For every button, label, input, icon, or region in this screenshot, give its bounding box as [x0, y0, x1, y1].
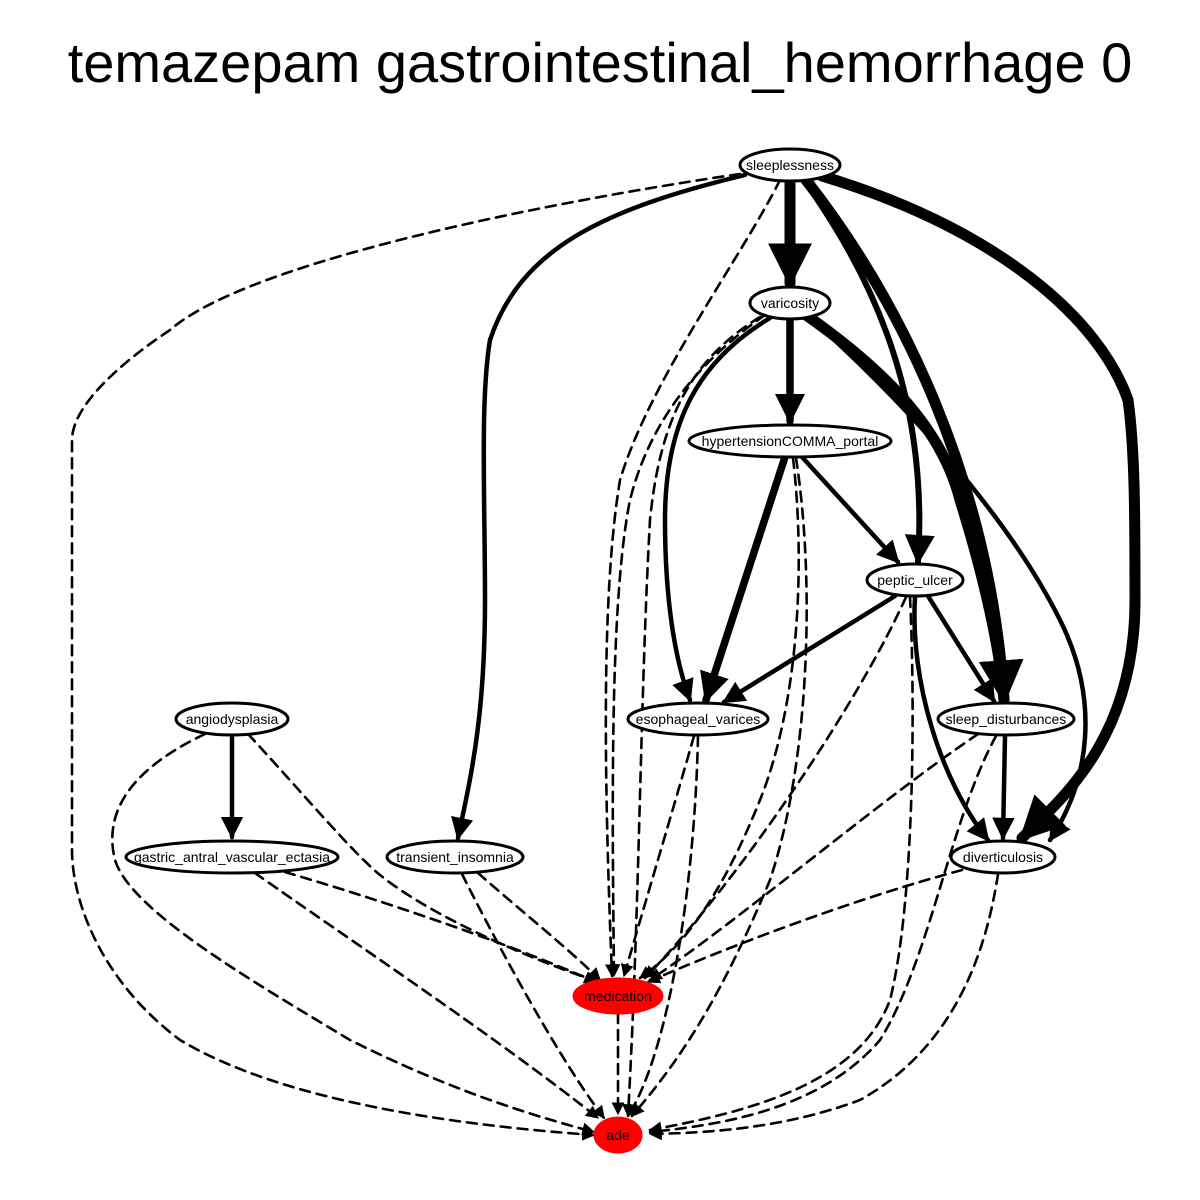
edge-varicosity-to-esophageal-varices: [662, 315, 773, 703]
node-gastric-antral-vascular-ectasia[interactable]: gastric_antral_vascular_ectasia: [124, 839, 340, 875]
edge-diverticulosis-to-medication: [646, 868, 964, 984]
edge-hypertension-portal-to-peptic-ulcer: [799, 454, 901, 565]
edge-varicosity-to-sleep-disturbances: [800, 309, 1023, 706]
node-esophageal-varices[interactable]: esophageal_varices: [626, 701, 770, 737]
edge-sleeplessness-to-medication: [604, 178, 782, 978]
node-shape: [748, 285, 832, 321]
node-label: transient_insomnia: [396, 849, 514, 865]
node-label: diverticulosis: [963, 849, 1043, 865]
edge-gastric-antral-vascular-ectasia-to-ade: [253, 871, 600, 1120]
node-label: varicosity: [761, 295, 819, 311]
edge-diverticulosis-to-ade: [648, 872, 1000, 1141]
node-label: sleep_disturbances: [946, 711, 1067, 727]
node-label: ade: [606, 1127, 630, 1143]
edges-layer: [70, 170, 1141, 1141]
edge-sleep-disturbances-to-diverticulosis: [992, 733, 1015, 841]
edge-peptic-ulcer-to-diverticulosis: [912, 594, 991, 843]
edge-hypertension-portal-to-ade: [630, 456, 808, 1118]
edge-varicosity-to-medication: [607, 313, 767, 978]
edge-esophageal-varices-to-medication: [620, 734, 696, 978]
edge-sleeplessness-to-ade: [70, 172, 742, 1141]
edge-transient-insomnia-to-ade: [460, 872, 606, 1120]
edge-gastric-antral-vascular-ectasia-to-medication: [283, 870, 598, 984]
edge-peptic-ulcer-to-sleep-disturbances: [925, 593, 997, 704]
edge-angiodysplasia-to-ade: [111, 732, 596, 1136]
node-label: peptic_ulcer: [877, 572, 953, 588]
edge-sleeplessness-to-diverticulosis: [816, 170, 1141, 844]
edge-hypertension-portal-to-medication: [638, 456, 801, 980]
node-shape: [174, 701, 290, 737]
node-hypertension-portal[interactable]: hypertensionCOMMA_portal: [687, 423, 893, 459]
node-varicosity[interactable]: varicosity: [748, 285, 832, 321]
edge-varicosity-to-diverticulosis: [805, 313, 1088, 843]
edge-transient-insomnia-to-medication: [476, 871, 602, 982]
node-ade[interactable]: ade: [593, 1116, 643, 1154]
edge-sleep-disturbances-to-ade: [648, 734, 998, 1138]
node-shape: [936, 701, 1076, 737]
node-sleep-disturbances[interactable]: sleep_disturbances: [936, 701, 1076, 737]
node-shape: [385, 839, 525, 875]
node-label: gastric_antral_vascular_ectasia: [134, 849, 330, 865]
node-shape: [865, 562, 965, 598]
edge-peptic-ulcer-to-esophageal-varices: [721, 593, 898, 705]
node-medication[interactable]: medication: [572, 977, 664, 1015]
node-label: medication: [584, 988, 652, 1004]
edge-esophageal-varices-to-ade: [626, 734, 700, 1118]
node-sleeplessness[interactable]: sleeplessness: [738, 147, 842, 183]
edge-hypertension-portal-to-esophageal-varices: [700, 453, 789, 704]
nodes-layer: sleeplessness varicosity hypertensionCOMMA…: [124, 147, 1076, 1154]
node-shape: [738, 147, 842, 183]
node-label: hypertensionCOMMA_portal: [702, 433, 879, 449]
node-shape: [593, 1116, 643, 1154]
edge-sleeplessness-to-transient-insomnia: [451, 172, 748, 841]
node-angiodysplasia[interactable]: angiodysplasia: [174, 701, 290, 737]
node-shape: [949, 839, 1057, 875]
node-peptic-ulcer[interactable]: peptic_ulcer: [865, 562, 965, 598]
edge-sleep-disturbances-to-medication: [648, 732, 980, 982]
node-diverticulosis[interactable]: diverticulosis: [949, 839, 1057, 875]
node-label: esophageal_varices: [636, 711, 761, 727]
graph-title: temazepam gastrointestinal_hemorrhage 0: [68, 31, 1133, 94]
node-shape: [687, 423, 893, 459]
edge-varicosity-to-ade: [622, 315, 762, 1118]
node-shape: [124, 839, 340, 875]
node-shape: [572, 977, 664, 1015]
node-label: angiodysplasia: [186, 711, 279, 727]
edge-sleeplessness-to-peptic-ulcer: [801, 177, 935, 565]
node-label: sleeplessness: [746, 157, 834, 173]
node-shape: [626, 701, 770, 737]
edge-peptic-ulcer-to-medication: [643, 595, 908, 980]
node-transient-insomnia[interactable]: transient_insomnia: [385, 839, 525, 875]
edge-peptic-ulcer-to-ade: [648, 595, 914, 1135]
